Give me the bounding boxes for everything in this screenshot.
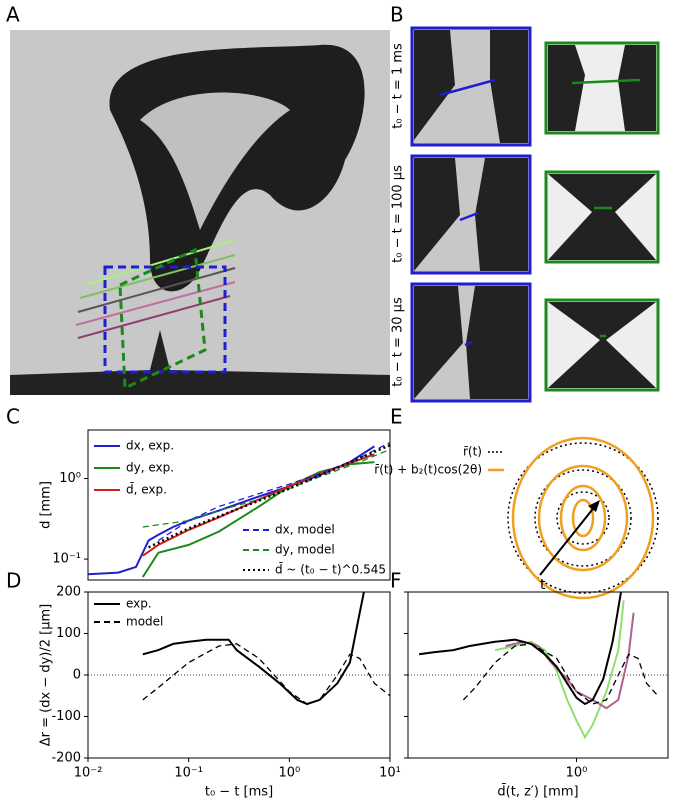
- legend-label: d̄, exp.: [126, 482, 167, 496]
- panel-letter: E: [390, 405, 403, 429]
- b-time-label: t₀ − t = 1 ms: [391, 43, 406, 129]
- series-line: [141, 461, 375, 578]
- legend-label: model: [126, 615, 163, 629]
- panel-letter: F: [390, 569, 402, 593]
- b-time-label: t₀ − t = 30 μs: [391, 297, 406, 387]
- series-line: [462, 643, 659, 705]
- series-line: [142, 592, 365, 706]
- legend-label: dy, exp.: [126, 461, 174, 475]
- x-tick-label: 10⁰: [278, 766, 300, 781]
- legend-label: dy, model: [275, 543, 335, 557]
- y-tick-label: -200: [51, 751, 81, 766]
- y-axis-label: d [mm]: [39, 481, 54, 529]
- e-legend-label: r̄(t) + b₂(t)cos(2θ): [374, 463, 482, 477]
- panel-e-diagram: [488, 436, 659, 600]
- legend-label: exp.: [126, 597, 152, 611]
- x-axis-label: t₀ − t [ms]: [205, 785, 273, 800]
- x-tick-label: 10⁻²: [74, 766, 103, 781]
- e-legend-label: r̄(t): [463, 445, 482, 459]
- panel-letter: B: [390, 3, 404, 27]
- panel-a-image: [10, 30, 390, 395]
- series-line: [494, 600, 625, 740]
- x-axis-label: d̄(t, z′) [mm]: [497, 784, 578, 799]
- y-tick-label: 10⁻¹: [52, 552, 81, 567]
- y-tick-label: 100: [56, 626, 81, 641]
- legend-label: dx, exp.: [126, 439, 174, 453]
- legend-label: d̄ ~ (t₀ − t)^0.545: [275, 562, 386, 576]
- x-tick-label: 10¹: [379, 766, 401, 781]
- y-tick-label: 200: [56, 585, 81, 600]
- panel-letter: A: [6, 3, 20, 27]
- x-tick-label: 10⁰: [566, 766, 588, 781]
- y-axis-label: Δr = (dx − dy)/2 [μm]: [39, 604, 54, 746]
- b-time-label: t₀ − t = 100 μs: [391, 165, 406, 263]
- series-line: [142, 643, 390, 705]
- series-line: [418, 592, 622, 706]
- y-tick-label: 10⁰: [59, 471, 81, 486]
- plot-frame: [87, 429, 391, 581]
- y-tick-label: 0: [73, 668, 81, 683]
- panel-letter: C: [6, 405, 20, 429]
- x-tick-label: 10⁻¹: [174, 766, 203, 781]
- y-tick-label: -100: [51, 709, 81, 724]
- legend-label: dx, model: [275, 523, 335, 537]
- e-arrow-label: t: [540, 577, 546, 593]
- panel-letter: D: [6, 569, 21, 593]
- panel-b-images: [410, 26, 660, 403]
